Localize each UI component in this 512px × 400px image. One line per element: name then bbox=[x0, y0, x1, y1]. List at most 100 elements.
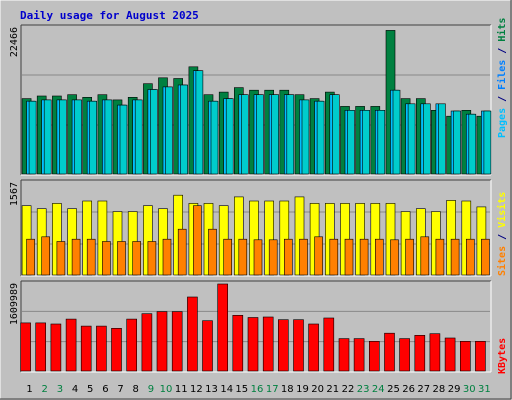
panel-max-label: 1567 bbox=[9, 182, 20, 206]
bar-kbytes-day-31 bbox=[475, 340, 486, 372]
bar-pages-day-22 bbox=[347, 110, 355, 175]
bar-sites-day-28 bbox=[435, 238, 445, 276]
bar-kbytes-day-1 bbox=[20, 322, 31, 372]
bar-sites-day-3 bbox=[56, 241, 66, 276]
bar-pages-day-26 bbox=[407, 103, 416, 175]
bar-pages-day-3 bbox=[59, 99, 67, 175]
bar-sites-day-16 bbox=[253, 239, 263, 276]
bar-sites-day-20 bbox=[314, 236, 323, 276]
bar-pages-day-8 bbox=[134, 99, 143, 175]
bar-sites-day-13 bbox=[208, 228, 217, 276]
bar-kbytes-day-15 bbox=[232, 314, 244, 372]
bar-kbytes-day-23 bbox=[353, 338, 365, 372]
day-label-10: 10 bbox=[160, 384, 173, 395]
bar-sites-day-2 bbox=[41, 236, 51, 276]
bar-sites-day-29 bbox=[450, 238, 460, 276]
bar-pages-day-25 bbox=[392, 89, 401, 175]
day-label-8: 8 bbox=[133, 384, 139, 395]
panel-kbytes: 1609989 bbox=[9, 280, 492, 373]
bar-kbytes-day-16 bbox=[247, 317, 259, 372]
bar-pages-day-23 bbox=[362, 110, 370, 175]
bar-kbytes-day-22 bbox=[338, 338, 350, 372]
day-label-26: 26 bbox=[402, 384, 415, 395]
panel-max-label: 22466 bbox=[9, 27, 20, 57]
day-label-18: 18 bbox=[281, 384, 294, 395]
bar-pages-day-6 bbox=[104, 99, 113, 175]
bar-kbytes-day-29 bbox=[444, 337, 456, 372]
day-label-2: 2 bbox=[42, 384, 48, 395]
bar-sites-day-26 bbox=[405, 238, 414, 276]
day-label-17: 17 bbox=[266, 384, 279, 395]
bar-kbytes-day-4 bbox=[65, 318, 77, 372]
bar-sites-day-11 bbox=[177, 228, 187, 276]
day-label-11: 11 bbox=[175, 384, 188, 395]
bar-sites-day-15 bbox=[238, 238, 248, 276]
day-label-19: 19 bbox=[296, 384, 309, 395]
right-label-part: / bbox=[497, 228, 508, 246]
day-label-5: 5 bbox=[87, 384, 93, 395]
right-label-bottom: KBytes bbox=[497, 338, 508, 374]
bar-sites-day-10 bbox=[162, 238, 172, 276]
right-label-part: Files bbox=[496, 60, 508, 90]
bar-kbytes-day-17 bbox=[262, 316, 274, 372]
bar-sites-day-31 bbox=[481, 238, 490, 276]
bar-sites-day-22 bbox=[344, 238, 354, 276]
day-label-6: 6 bbox=[102, 384, 108, 395]
bar-sites-day-4 bbox=[71, 238, 81, 276]
day-label-1: 1 bbox=[26, 384, 32, 395]
bar-pages-day-5 bbox=[89, 100, 97, 175]
day-axis-labels: 1 2 3 4 5 6 7 8 9 10 11 12 13 14 15 16 17 18 19 20 21 22 23 24 2… bbox=[26, 384, 490, 395]
bar-sites-day-1 bbox=[26, 238, 35, 276]
right-label-top: Pages / Files / Hits bbox=[496, 18, 508, 138]
bar-sites-day-18 bbox=[283, 238, 293, 276]
day-label-20: 20 bbox=[311, 384, 324, 395]
bar-kbytes-day-5 bbox=[80, 325, 92, 372]
day-label-9: 9 bbox=[148, 384, 154, 395]
bar-pages-day-27 bbox=[422, 103, 431, 175]
right-label-part: KBytes bbox=[497, 338, 508, 374]
bar-kbytes-day-26 bbox=[399, 338, 410, 372]
bar-kbytes-day-13 bbox=[202, 320, 213, 372]
bar-pages-day-30 bbox=[468, 113, 477, 175]
bar-sites-day-5 bbox=[86, 238, 96, 276]
bar-pages-day-4 bbox=[74, 99, 82, 175]
bar-pages-day-16 bbox=[256, 94, 264, 175]
bar-kbytes-day-21 bbox=[323, 317, 335, 372]
day-label-21: 21 bbox=[326, 384, 339, 395]
right-label-part: Visits bbox=[496, 192, 508, 228]
bar-kbytes-day-27 bbox=[414, 334, 426, 372]
bar-kbytes-day-14 bbox=[217, 283, 228, 372]
bar-sites-day-6 bbox=[102, 241, 111, 276]
day-label-7: 7 bbox=[117, 384, 123, 395]
bar-sites-day-8 bbox=[132, 241, 141, 276]
day-label-28: 28 bbox=[433, 384, 446, 395]
bar-pages-day-20 bbox=[316, 100, 325, 175]
bar-pages-day-17 bbox=[271, 94, 280, 175]
bar-pages-day-10 bbox=[165, 86, 173, 175]
bar-kbytes-day-24 bbox=[368, 340, 380, 372]
day-label-29: 29 bbox=[448, 384, 461, 395]
bar-sites-day-27 bbox=[420, 236, 430, 276]
bar-kbytes-day-6 bbox=[96, 325, 107, 372]
day-label-4: 4 bbox=[72, 384, 78, 395]
bar-kbytes-day-19 bbox=[293, 319, 304, 372]
day-label-15: 15 bbox=[235, 384, 248, 395]
bar-sites-day-25 bbox=[390, 239, 399, 276]
bar-sites-day-9 bbox=[147, 241, 157, 276]
bar-pages-day-14 bbox=[225, 98, 234, 175]
bar-kbytes-day-18 bbox=[277, 319, 289, 372]
bar-kbytes-day-20 bbox=[308, 323, 319, 372]
bar-sites-day-12 bbox=[193, 205, 202, 276]
bar-pages-day-7 bbox=[119, 104, 128, 175]
bar-pages-day-21 bbox=[331, 94, 340, 175]
day-label-22: 22 bbox=[342, 384, 355, 395]
bar-kbytes-day-8 bbox=[126, 318, 137, 372]
bar-sites-day-7 bbox=[117, 241, 126, 276]
right-label-part: Sites bbox=[496, 246, 508, 276]
day-label-14: 14 bbox=[220, 384, 233, 395]
bar-pages-day-9 bbox=[150, 89, 158, 175]
bar-sites-day-17 bbox=[268, 239, 278, 276]
day-label-12: 12 bbox=[190, 384, 203, 395]
bar-pages-day-18 bbox=[286, 94, 295, 175]
